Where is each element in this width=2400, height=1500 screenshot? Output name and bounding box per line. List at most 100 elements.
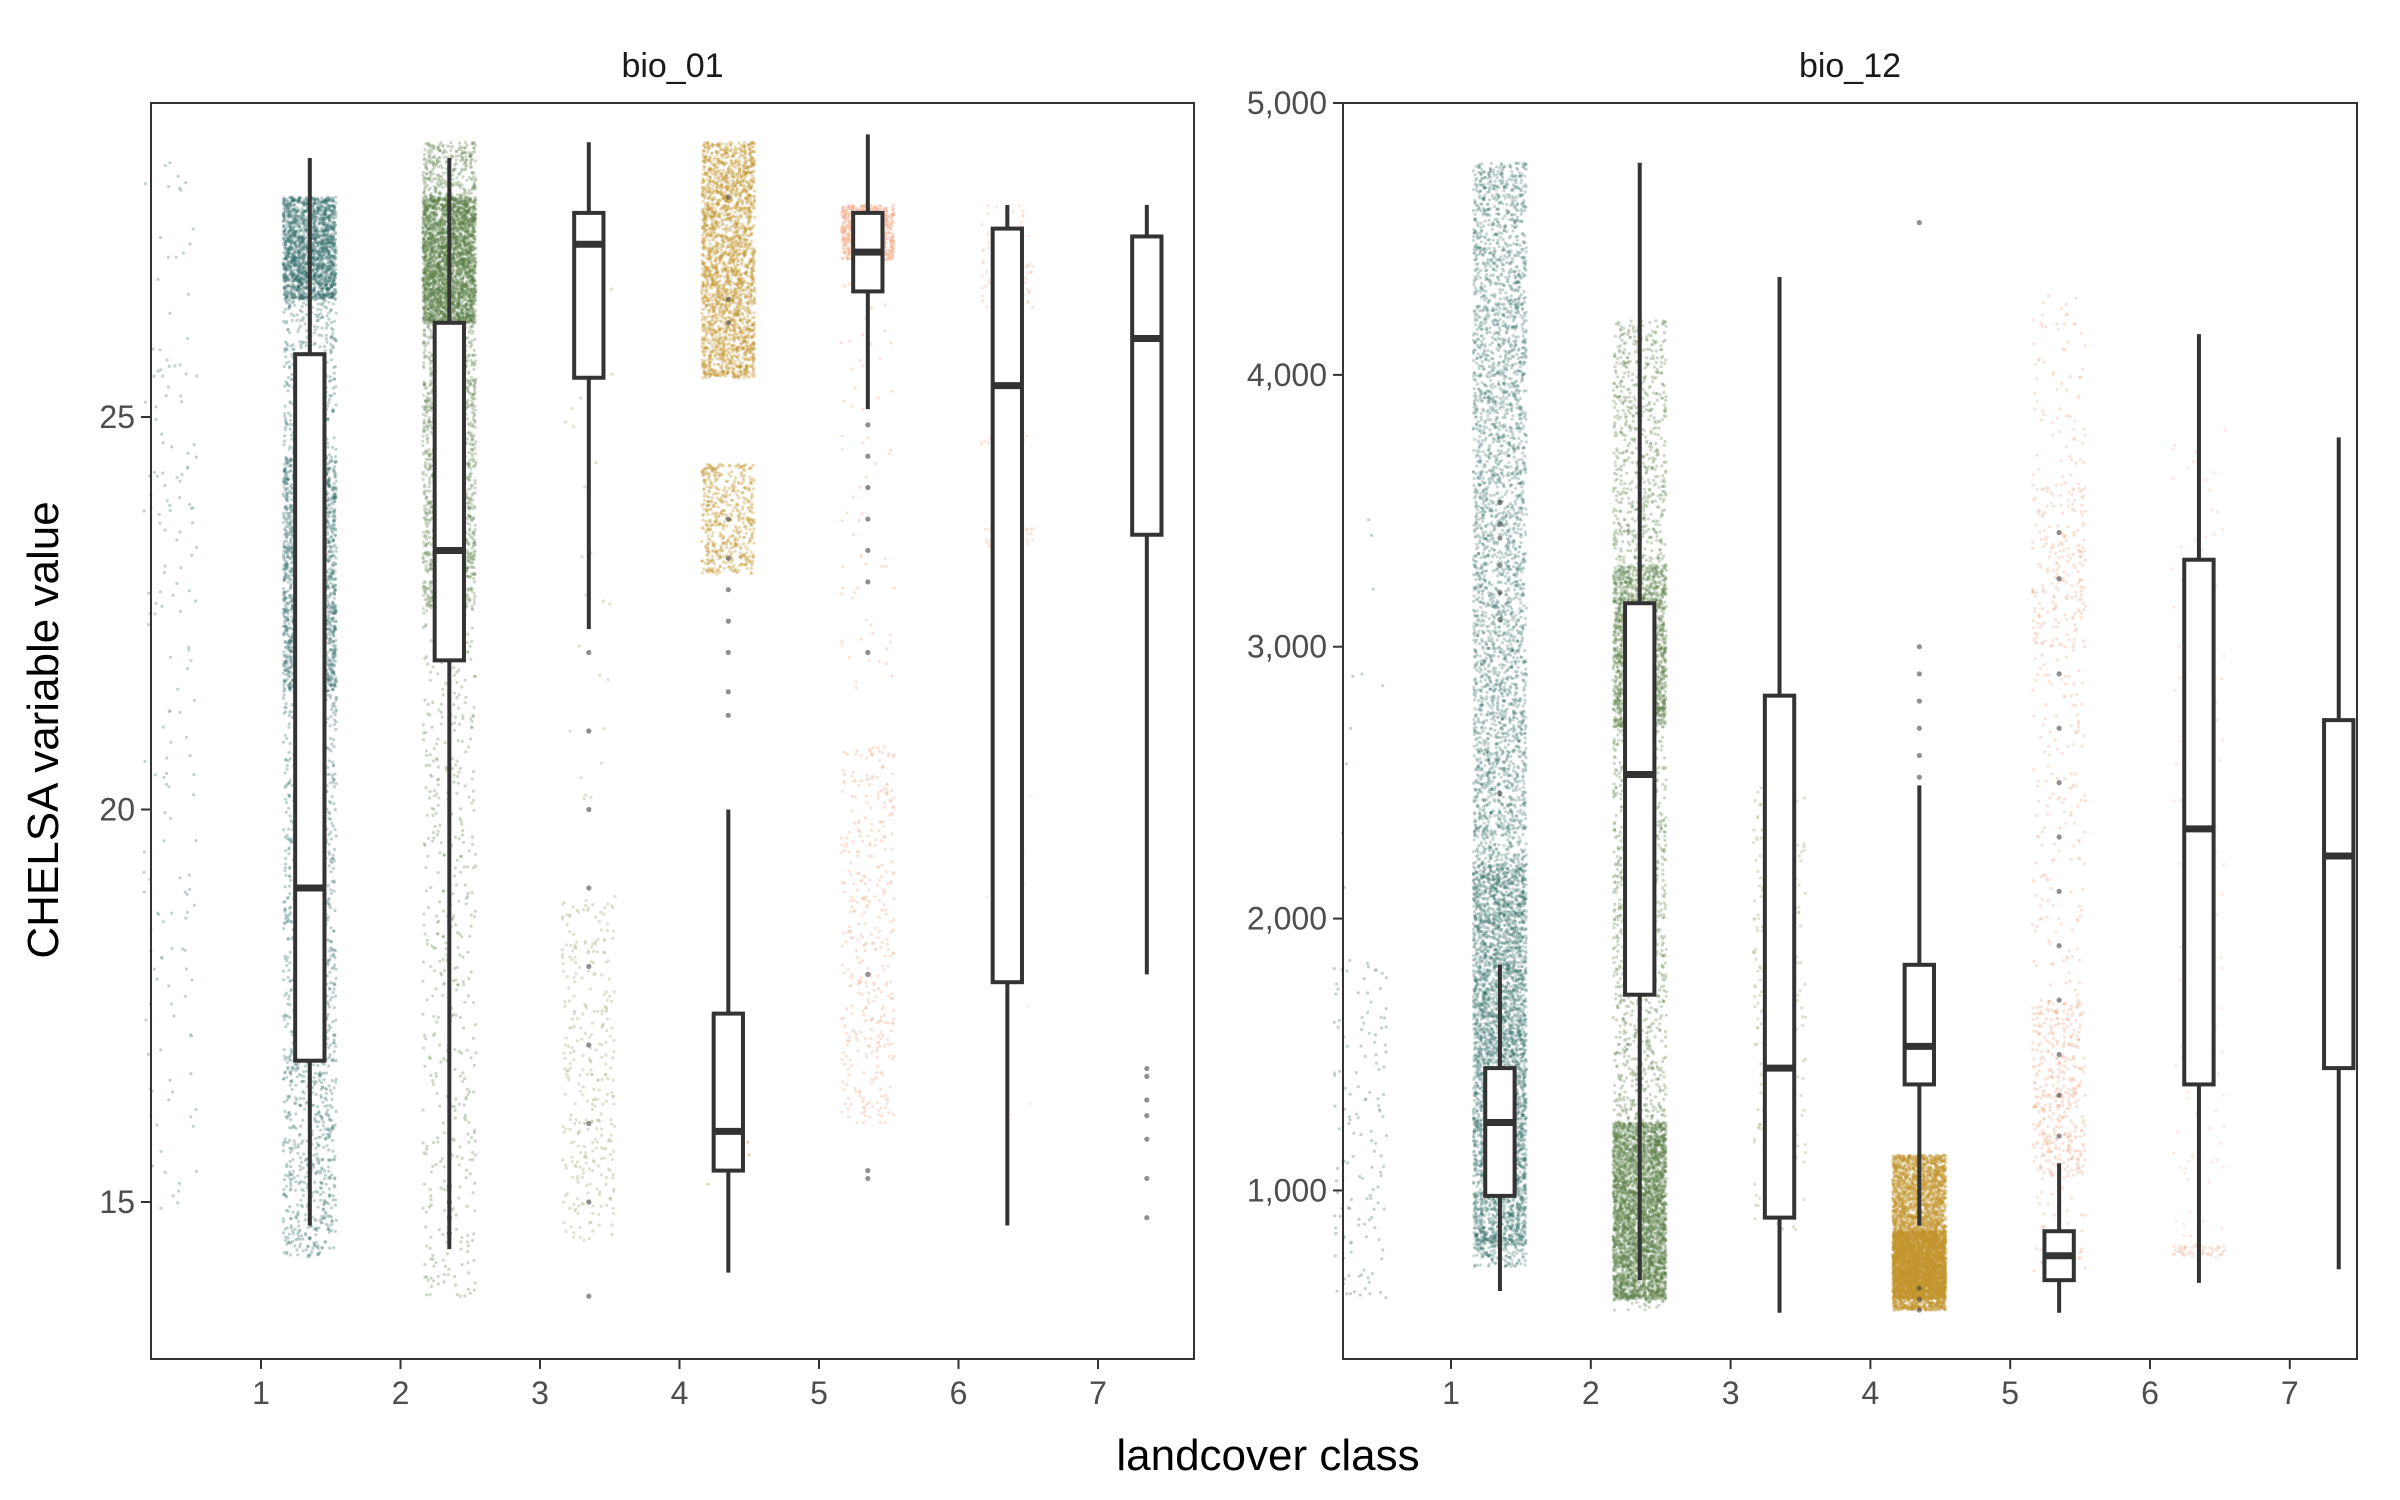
jitter-point (319, 308, 322, 311)
jitter-point (286, 1067, 289, 1070)
jitter-point (289, 1181, 292, 1184)
jitter-point (285, 508, 288, 511)
jitter-point (147, 592, 150, 595)
jitter-point (330, 940, 333, 943)
jitter-point (143, 760, 146, 763)
jitter-point (327, 1013, 330, 1016)
jitter-point (155, 602, 158, 605)
jitter-point (156, 912, 159, 915)
jitter-point (306, 1245, 309, 1248)
jitter-point (304, 1213, 307, 1216)
jitter-point (286, 344, 289, 347)
jitter-point (330, 1092, 333, 1095)
jitter-point (293, 1244, 296, 1247)
jitter-point (324, 1174, 327, 1177)
jitter-point (332, 1034, 335, 1037)
jitter-point (179, 480, 182, 483)
jitter-point (327, 401, 330, 404)
jitter-point (315, 1153, 318, 1156)
jitter-point (176, 476, 179, 479)
jitter-point (287, 464, 290, 467)
jitter-point (284, 1138, 287, 1141)
jitter-point (325, 1183, 328, 1186)
jitter-point (331, 1079, 334, 1082)
jitter-point (284, 1025, 287, 1028)
jitter-point (283, 1071, 286, 1074)
jitter-point (282, 697, 285, 700)
jitter-point (296, 313, 299, 316)
jitter-point (170, 1003, 173, 1006)
jitter-point (302, 1249, 305, 1252)
jitter-point (290, 353, 293, 356)
jitter-point (330, 335, 333, 338)
jitter-point (299, 1242, 302, 1245)
jitter-point (320, 196, 323, 199)
jitter-point (283, 486, 286, 489)
jitter-point (335, 782, 338, 785)
jitter-point (299, 1168, 302, 1171)
jitter-point (194, 1108, 197, 1111)
jitter-point (283, 869, 286, 872)
jitter-point (333, 514, 336, 517)
jitter-point (170, 912, 173, 915)
jitter-point (335, 460, 338, 463)
jitter-point (331, 564, 334, 567)
jitter-point (287, 938, 290, 941)
jitter-point (314, 1190, 317, 1193)
jitter-point (304, 341, 307, 344)
jitter-point (297, 1220, 300, 1223)
jitter-point (287, 837, 290, 840)
jitter-point (159, 348, 162, 351)
jitter-point (319, 1193, 322, 1196)
jitter-point (290, 434, 293, 437)
jitter-point (318, 1251, 321, 1254)
jitter-point (326, 533, 329, 536)
jitter-point (288, 1139, 291, 1142)
jitter-point (334, 1045, 337, 1048)
jitter-point (330, 967, 333, 970)
jitter-point (190, 554, 193, 557)
jitter-point (328, 398, 331, 401)
jitter-point (289, 1184, 292, 1187)
jitter-point (285, 801, 288, 804)
jitter-point (334, 828, 337, 831)
jitter-point (317, 1226, 320, 1229)
jitter-point (329, 1089, 332, 1092)
jitter-point (284, 910, 287, 913)
jitter-point (288, 523, 291, 526)
jitter-point (287, 580, 290, 583)
jitter-point (172, 594, 175, 597)
jitter-point (330, 1173, 333, 1176)
jitter-point (335, 708, 338, 711)
jitter-point (332, 539, 335, 542)
jitter-point (303, 1108, 306, 1111)
jitter-point (189, 659, 192, 662)
jitter-point (165, 756, 168, 759)
jitter-point (290, 784, 293, 787)
jitter-point (330, 708, 333, 711)
jitter-point (284, 646, 287, 649)
jitter-point (175, 538, 178, 541)
jitter-point (313, 1181, 316, 1184)
jitter-point (283, 712, 286, 715)
jitter-point (320, 1187, 323, 1190)
jitter-point (154, 773, 157, 776)
jitter-point (176, 688, 179, 691)
jitter-point (283, 641, 286, 644)
jitter-point (314, 328, 317, 331)
jitter-point (294, 1084, 297, 1087)
jitter-point (329, 946, 332, 949)
jitter-point (289, 1224, 292, 1227)
jitter-point (289, 1160, 292, 1163)
jitter-point (283, 579, 286, 582)
jitter-point (333, 678, 336, 681)
jitter-point (186, 337, 189, 340)
jitter-point (332, 527, 335, 530)
jitter-point (173, 364, 176, 367)
jitter-point (334, 1198, 337, 1201)
jitter-point (297, 327, 300, 330)
jitter-point (334, 557, 337, 560)
jitter-point (287, 666, 290, 669)
jitter-point (294, 1096, 297, 1099)
jitter-point (286, 678, 289, 681)
